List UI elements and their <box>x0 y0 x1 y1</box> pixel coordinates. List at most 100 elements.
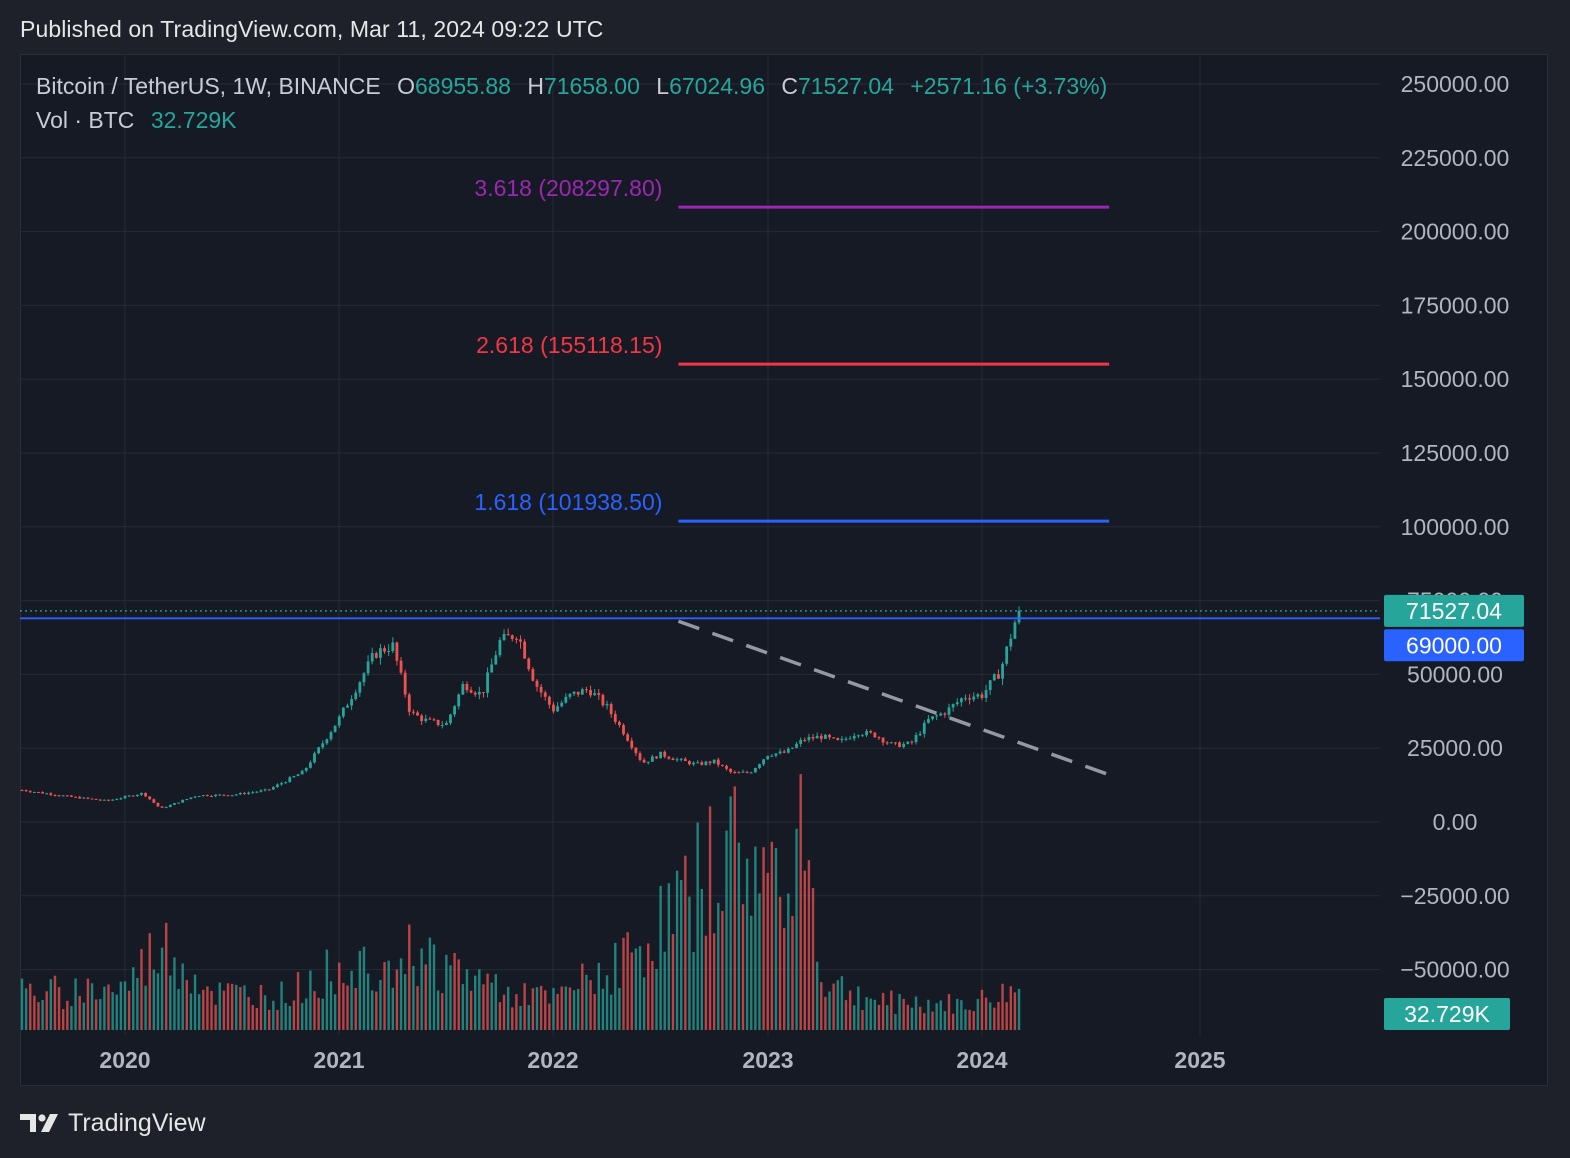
volume-bar <box>375 991 378 1030</box>
candle-body <box>119 798 123 800</box>
volume-bar <box>807 860 811 1030</box>
symbol-name[interactable]: Bitcoin / TetherUS, 1W, BINANCE <box>36 73 381 99</box>
volume-bar <box>531 988 535 1030</box>
candle-body <box>502 633 506 641</box>
level-price-badge-text: 69000.00 <box>1406 632 1502 658</box>
candle-body <box>762 759 765 765</box>
candle-body <box>955 702 959 705</box>
candle-body <box>663 751 667 757</box>
volume-bar <box>960 1000 963 1030</box>
candle-body <box>865 731 868 736</box>
volume-bar <box>82 1002 85 1030</box>
tradingview-logo[interactable]: TradingView <box>20 1106 206 1140</box>
candle-body <box>103 799 106 801</box>
candle-body <box>836 738 840 741</box>
volume-bar <box>169 975 172 1030</box>
price-axis-label: 200000.00 <box>1401 219 1510 245</box>
volume-bar <box>412 965 415 1030</box>
candle-body <box>547 696 551 705</box>
candle-body <box>852 735 856 739</box>
candle-body <box>992 674 996 681</box>
volume-bar <box>667 883 671 1030</box>
candle-body <box>510 635 514 639</box>
volume-bar <box>181 963 184 1030</box>
candle-body <box>346 705 349 708</box>
volume-bar <box>408 924 411 1030</box>
volume-bar <box>486 973 489 1030</box>
candle-body <box>350 699 353 706</box>
candle-body <box>803 739 807 741</box>
candle-body <box>74 796 77 798</box>
candle-body <box>498 640 502 656</box>
candle-body <box>922 722 926 734</box>
candle-body <box>189 797 193 799</box>
price-badges: 71527.04 69000.00 32.729K <box>1384 594 1524 1030</box>
volume-bar <box>416 986 419 1030</box>
candle-body <box>589 689 592 696</box>
volume-bar <box>758 893 761 1030</box>
volume-bar <box>465 969 469 1030</box>
volume-bar <box>964 1009 967 1030</box>
candle-body <box>679 758 683 760</box>
volume-bar <box>972 1011 975 1030</box>
candle-body <box>968 698 971 700</box>
candle-body <box>572 691 576 694</box>
candle-body <box>939 713 943 716</box>
volume-bar <box>292 1000 296 1030</box>
volume-bar <box>618 987 621 1030</box>
change-value: +2571.16 (+3.73%) <box>910 73 1108 99</box>
volume-bar <box>474 975 477 1030</box>
volume-bar <box>317 997 320 1030</box>
volume-bar <box>498 1002 502 1030</box>
volume-bar <box>309 970 312 1030</box>
candle-body <box>412 711 415 713</box>
candle-body <box>218 794 222 796</box>
candle-body <box>815 735 819 739</box>
volume-bar <box>684 855 687 1030</box>
candle-body <box>477 691 481 695</box>
candle-body <box>976 694 980 697</box>
candle-body <box>98 799 102 801</box>
volume-bar <box>923 1013 926 1030</box>
volume-bar <box>791 915 794 1030</box>
candle-body <box>201 795 205 797</box>
level-price-badge-bg <box>1384 629 1524 662</box>
volume-bar <box>535 987 539 1030</box>
volume-bar <box>62 1009 65 1030</box>
volume-bar <box>358 950 362 1030</box>
candle-body <box>387 650 391 652</box>
volume-legend-label[interactable]: Vol · BTC <box>36 107 135 133</box>
candle-body <box>222 794 226 796</box>
volume-bar <box>811 887 815 1030</box>
volume-bar <box>881 992 885 1030</box>
volume-badge-text: 32.729K <box>1404 1001 1490 1027</box>
volume-bar <box>712 933 716 1030</box>
candle-body <box>898 742 901 748</box>
volume-bar <box>523 983 526 1030</box>
volume-bar <box>918 1006 922 1030</box>
candle-body <box>927 719 930 723</box>
volume-bar <box>115 994 118 1030</box>
candle-body <box>580 689 584 695</box>
chart-panel[interactable] <box>20 54 1548 1086</box>
candle-body <box>894 742 897 744</box>
volume-bar <box>803 870 806 1030</box>
volume-bar <box>57 987 61 1030</box>
candle-body <box>585 689 588 691</box>
price-axis-label: 175000.00 <box>1401 292 1510 318</box>
candle-body <box>160 806 164 808</box>
volume-bar <box>383 962 386 1030</box>
volume-bar <box>993 1007 996 1030</box>
candle-body <box>943 713 947 715</box>
candle-body <box>78 796 82 799</box>
price-axis-label: 50000.00 <box>1407 661 1503 687</box>
candle-body <box>65 795 69 797</box>
volume-bar <box>66 1000 69 1030</box>
candle-body <box>61 795 65 797</box>
volume-bar <box>597 962 600 1030</box>
volume-bar <box>527 1004 530 1030</box>
candle-body <box>259 790 263 792</box>
candle-body <box>935 715 939 717</box>
volume-bar <box>1017 988 1021 1030</box>
